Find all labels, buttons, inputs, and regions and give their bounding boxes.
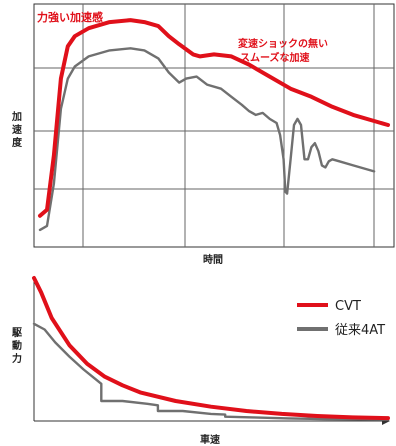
top-chart: 力強い加速感 変速ショックの無い スムーズな加速 加 速 度 時間 [11,3,395,266]
top-y-axis-label-char-3: 度 [12,136,23,149]
bottom-y-axis-label-char-1: 駆 [11,327,22,339]
bottom-y-axis-label-char-2: 動 [12,339,22,352]
bottom-series-group [32,276,390,421]
legend-label-cvt: CVT [335,299,361,314]
legend-label-4at: 従来4AT [335,323,385,338]
top-annotation-smooth-line1: 変速ショックの無い [238,37,328,50]
top-gridlines [34,4,394,247]
bottom-series-line-gray [32,322,390,421]
top-annotation-smooth-line2: スムーズな加速 [240,51,310,64]
bottom-x-axis-label: 車速 [200,433,220,446]
top-x-axis-label: 時間 [203,253,223,266]
top-y-axis-label-char-1: 加 [11,110,22,123]
top-series-line-red [38,18,390,218]
top-plot-frame [33,3,395,248]
top-y-axis-label-char-2: 速 [12,123,22,136]
bottom-legend: CVT 従来4AT [297,299,385,338]
top-annotation-power: 力強い加速感 [37,10,103,24]
top-series-line-gray [38,47,376,232]
bottom-chart: CVT 従来4AT 駆 動 力 車速 [11,276,390,446]
bottom-y-axis-label-char-3: 力 [12,352,22,365]
top-series-group [38,18,390,232]
bottom-series-line-red [32,276,390,421]
